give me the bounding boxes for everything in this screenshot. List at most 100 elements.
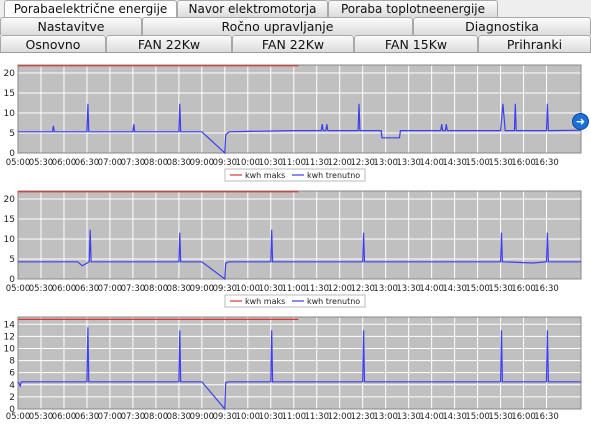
legend-label: kwh maks [245, 297, 285, 306]
tab-fan-22kw-2[interactable]: FAN 22Kw [232, 35, 354, 52]
x-tick-label: 09:30 [213, 412, 238, 422]
plot-border [17, 190, 582, 280]
tab-rocno-upravljanje[interactable]: Ročno upravljanje [142, 17, 413, 35]
y-tick-label: 6 [9, 369, 15, 379]
x-tick-label: 07:00 [98, 158, 123, 168]
x-tick-label: 08:00 [144, 158, 169, 168]
x-tick-label: 08:30 [167, 284, 192, 294]
x-tick-label: 10:00 [236, 284, 261, 294]
x-tick-label: 05:30 [29, 412, 54, 422]
x-tick-label: 14:30 [442, 284, 467, 294]
x-tick-label: 11:00 [282, 158, 307, 168]
tab-poraba-toplotne-energije[interactable]: Poraba toplotneenergije [328, 0, 498, 17]
x-tick-label: 12:00 [327, 412, 352, 422]
y-tick-label: 14 [4, 320, 16, 330]
x-tick-label: 13:30 [396, 158, 421, 168]
x-tick-label: 16:30 [534, 158, 559, 168]
x-tick-label: 09:00 [190, 284, 215, 294]
x-tick-label: 05:00 [6, 412, 31, 422]
x-tick-label: 10:30 [259, 412, 284, 422]
arrow-right-circle-icon[interactable]: ➜ [572, 113, 589, 130]
x-tick-label: 09:00 [190, 412, 215, 422]
tab-osnovno[interactable]: Osnovno [0, 35, 106, 52]
y-tick-label: 0 [9, 275, 15, 285]
x-tick-label: 08:00 [144, 284, 169, 294]
x-tick-label: 15:30 [488, 412, 513, 422]
main-tab-row: Porabaelektrične energije Navor elektrom… [0, 0, 591, 17]
y-tick-label: 15 [4, 215, 15, 225]
x-tick-label: 11:30 [304, 284, 329, 294]
x-tick-label: 07:30 [121, 284, 146, 294]
x-tick-label: 07:30 [121, 412, 146, 422]
x-tick-label: 08:30 [167, 158, 192, 168]
x-tick-label: 13:30 [396, 284, 421, 294]
x-tick-label: 06:30 [75, 412, 100, 422]
tab-diagnostika[interactable]: Diagnostika [413, 17, 591, 35]
x-tick-label: 13:00 [373, 412, 398, 422]
x-tick-label: 16:00 [511, 284, 536, 294]
device-tab-row: Osnovno FAN 22Kw FAN 22Kw FAN 15Kw Prihr… [0, 35, 591, 52]
x-tick-label: 12:30 [350, 158, 375, 168]
x-tick-label: 13:30 [396, 412, 421, 422]
y-tick-label: 20 [4, 195, 16, 205]
y-tick-label: 10 [4, 344, 16, 354]
y-tick-label: 5 [9, 129, 15, 139]
chart-panel: 0 5 10 15 20 05:00 05:30 06:00 06:30 07:00 07:30 08… [0, 52, 591, 425]
energy-chart-2: 0510152005:0005:3006:0006:3007:0007:3008… [4, 185, 591, 308]
x-tick-label: 14:30 [442, 412, 467, 422]
series-line-kwh-trenutno [18, 229, 581, 281]
x-tick-label: 12:00 [327, 284, 352, 294]
x-tick-label: 06:30 [75, 158, 100, 168]
x-tick-label: 05:00 [6, 158, 31, 168]
x-tick-label: 14:00 [419, 158, 444, 168]
x-tick-label: 06:30 [75, 284, 100, 294]
plot-area [18, 191, 581, 279]
settings-tab-row: Nastavitve Ročno upravljanje Diagnostika [0, 17, 591, 35]
tab-navor-elektromotorja[interactable]: Navor elektromotorja [177, 0, 328, 17]
x-tick-label: 11:00 [282, 284, 307, 294]
plot-border [17, 64, 582, 154]
legend-label: kwh trenutno [307, 171, 360, 180]
x-tick-label: 14:00 [419, 412, 444, 422]
y-tick-label: 10 [4, 235, 16, 245]
y-tick-label: 2 [9, 393, 15, 403]
x-tick-label: 08:30 [167, 412, 192, 422]
legend-label: kwh trenutno [307, 297, 360, 306]
plot-area [18, 317, 581, 409]
y-tick-label: 0 [9, 149, 15, 159]
x-tick-label: 08:00 [144, 412, 169, 422]
x-tick-label: 15:00 [465, 158, 490, 168]
x-tick-label: 11:30 [304, 158, 329, 168]
x-tick-label: 05:00 [6, 284, 31, 294]
x-tick-label: 12:00 [327, 158, 352, 168]
x-tick-label: 10:00 [236, 158, 261, 168]
x-tick-label: 12:30 [350, 412, 375, 422]
x-tick-label: 16:30 [534, 284, 559, 294]
tab-poraba-elektricne-energije[interactable]: Porabaelektrične energije [4, 0, 177, 17]
x-tick-label: 16:30 [534, 412, 559, 422]
energy-chart-3: 0 2 4 6 8 10 12 14 05:0005:3006:0006:3007:0007:3… [4, 316, 591, 422]
legend-label: kwh maks [245, 171, 285, 180]
x-tick-label: 12:30 [350, 284, 375, 294]
x-tick-label: 16:00 [511, 158, 536, 168]
y-tick-label: 20 [4, 69, 16, 79]
series-line-kwh-trenutno [18, 103, 582, 155]
y-tick-label: 15 [4, 89, 15, 99]
x-tick-label: 06:00 [52, 412, 77, 422]
series-line-kwh-trenutno [17, 327, 581, 411]
x-tick-label: 10:30 [259, 158, 284, 168]
y-tick-label: 4 [9, 381, 15, 391]
x-tick-label: 14:00 [419, 284, 444, 294]
x-tick-label: 07:00 [98, 284, 123, 294]
x-tick-label: 10:00 [236, 412, 261, 422]
x-tick-label: 07:00 [98, 412, 123, 422]
plot-border [17, 316, 582, 410]
tab-fan-15kw[interactable]: FAN 15Kw [354, 35, 478, 52]
x-tick-label: 15:00 [465, 412, 490, 422]
x-tick-label: 14:30 [442, 158, 467, 168]
tab-nastavitve[interactable]: Nastavitve [0, 17, 142, 35]
tab-fan-22kw-1[interactable]: FAN 22Kw [106, 35, 232, 52]
x-tick-label: 11:30 [304, 412, 329, 422]
x-tick-label: 10:30 [259, 284, 284, 294]
tab-prihranki[interactable]: Prihranki [478, 35, 591, 52]
